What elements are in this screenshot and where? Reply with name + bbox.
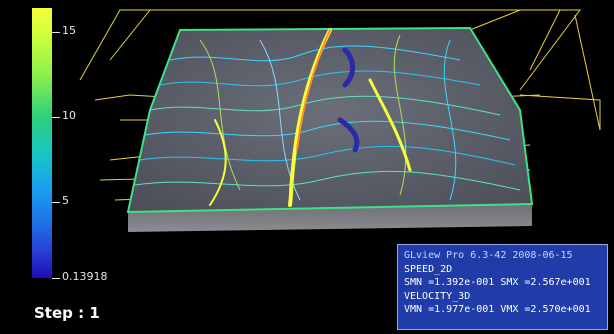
info-line-speed-range: SMN =1.392e-001 SMX =2.567e+001 (404, 277, 591, 288)
step-label: Step : 1 (34, 304, 100, 322)
info-line-velocity: VELOCITY_3D (404, 290, 471, 302)
colorbar-tick (52, 32, 60, 33)
colorbar (32, 8, 52, 278)
colorbar-tick (52, 117, 60, 118)
colorbar-tick-label: 0.13918 (62, 270, 108, 283)
colorbar-tick-label: 5 (62, 194, 69, 207)
terrain-surface[interactable] (126, 26, 534, 214)
info-line-velocity-range: VMN =1.977e-001 VMX =2.570e+001 (404, 304, 591, 315)
info-panel: GLview Pro 6.3-42 2008-06-15 SPEED_2D SM… (397, 244, 608, 330)
colorbar-tick (52, 202, 60, 203)
info-title: GLview Pro 6.3-42 2008-06-15 (404, 250, 573, 261)
colorbar-tick (52, 278, 60, 279)
ridge-features (209, 28, 412, 207)
info-line-speed: SPEED_2D (404, 263, 453, 275)
colorbar-tick-label: 10 (62, 109, 76, 122)
colorbar-tick-label: 15 (62, 24, 76, 37)
